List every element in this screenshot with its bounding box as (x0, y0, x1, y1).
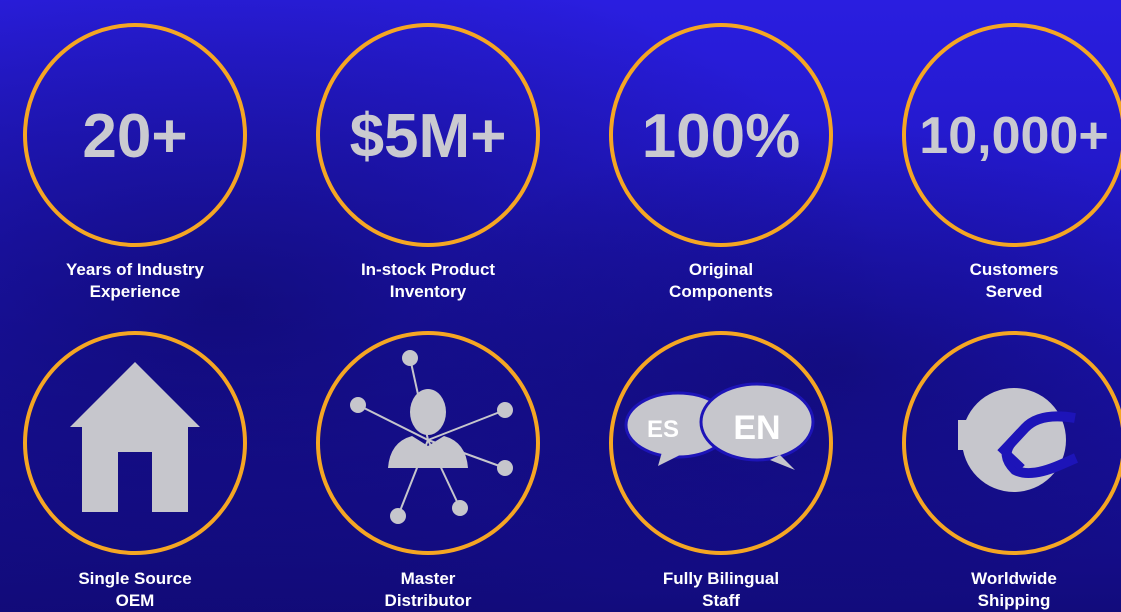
stat-label: Single Source (78, 569, 191, 588)
stat-value: 100% (642, 102, 801, 171)
stat-label: Fully Bilingual (663, 569, 779, 588)
stat-label: Components (669, 282, 773, 301)
shipping-icon (958, 388, 1079, 492)
stat-ring (23, 331, 247, 555)
stat-ring (902, 23, 1121, 247)
stat-label: Distributor (385, 591, 472, 610)
stat-label: OEM (116, 591, 155, 610)
stat-label: Experience (90, 282, 181, 301)
stat-ring (609, 23, 833, 247)
bilingual-icon (624, 382, 815, 470)
stat-label: Staff (702, 591, 740, 610)
stat-ring (316, 331, 540, 555)
stat-label: In-stock Product (361, 260, 495, 279)
distributor-icon (350, 350, 513, 524)
stat-label: Inventory (390, 282, 467, 301)
stat-value: 10,000+ (919, 107, 1108, 165)
stat-ring (23, 23, 247, 247)
stat-label: Served (986, 282, 1043, 301)
stat-label: Shipping (978, 591, 1051, 610)
stat-label: Master (401, 569, 456, 588)
icon-text: EN (733, 409, 780, 447)
house-icon (70, 362, 200, 512)
stat-label: Worldwide (971, 569, 1057, 588)
stat-ring (902, 331, 1121, 555)
stat-label: Original (689, 260, 753, 279)
stat-label: Years of Industry (66, 260, 204, 279)
stat-ring (316, 23, 540, 247)
icon-text: ES (647, 416, 679, 443)
stat-ring (609, 331, 833, 555)
stat-value: $5M+ (350, 102, 507, 171)
stat-label: Customers (970, 260, 1059, 279)
stat-value: 20+ (82, 102, 187, 171)
